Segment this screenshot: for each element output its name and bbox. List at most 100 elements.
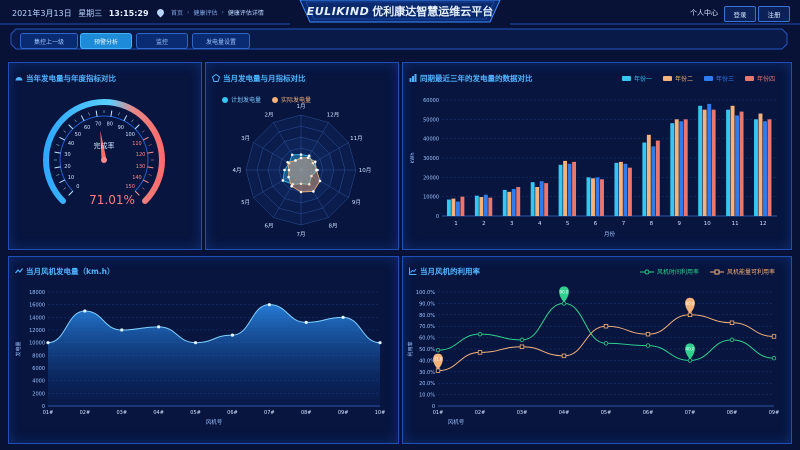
gauge-tick (134, 190, 140, 196)
radar-point (299, 153, 303, 156)
bar (674, 119, 679, 216)
bar-x-tick-label: 10 (704, 221, 711, 227)
user-center-link[interactable]: 个人中心 (690, 9, 718, 17)
gauge-tick (134, 124, 140, 130)
line-y-tick-label: 90.0% (419, 301, 435, 307)
bar (530, 182, 535, 216)
breadcrumb-separator: › (187, 9, 190, 16)
gauge-tick-label: 130 (136, 164, 146, 170)
area-point (341, 315, 345, 319)
gauge-tick-label: 90 (118, 125, 124, 131)
bar (535, 187, 540, 216)
bar-chart-icon (409, 74, 417, 82)
area-x-tick-label: 09# (338, 410, 349, 416)
register-button[interactable]: 注册 (758, 6, 790, 22)
location-pin-icon (155, 7, 166, 18)
bar-x-tick-label: 9 (678, 221, 682, 227)
legend-label: 年份三 (716, 76, 735, 83)
area-y-tick-label: 10000 (29, 341, 45, 347)
line-point (603, 341, 609, 346)
line-y-tick-label: 40.0% (419, 358, 435, 364)
bar (698, 105, 703, 216)
title-plate (299, 0, 501, 23)
bar (507, 191, 512, 216)
area-line (47, 304, 381, 344)
tab-power-setting[interactable]: 发电量设置 (192, 33, 250, 49)
bar (586, 177, 591, 216)
line-title-text: 当月风机的利用率 (420, 267, 480, 276)
gauge-tick (63, 187, 67, 190)
gauge-tick (148, 144, 152, 146)
bar (627, 167, 632, 216)
legend-label: 计划发电量 (231, 97, 262, 104)
bar-panel-title: 同期最近三年的发电量的数据对比 (409, 73, 533, 84)
gauge-needle-hub (101, 157, 107, 163)
line-point (477, 331, 483, 337)
line-y-tick-label: 80.0% (419, 313, 435, 319)
gauge-tick (142, 179, 149, 184)
bar (670, 123, 675, 216)
gauge-tick (56, 144, 60, 146)
radar-axis-line (300, 122, 329, 171)
gauge-tick (63, 130, 67, 133)
area-x-axis-label: 风机号 (206, 418, 223, 426)
brand-logo-text: EULIKIND (306, 5, 370, 18)
area-x-tick-label: 06# (227, 410, 238, 416)
radar-axis-line (300, 169, 329, 218)
bar (511, 188, 516, 216)
legend-swatch (704, 76, 714, 81)
breadcrumb-item-detail: 健康评估详情 (227, 10, 264, 17)
top-bar-frame (0, 23, 800, 25)
gauge-tick-label: 110 (132, 141, 142, 147)
bar-x-tick-label: 8 (650, 221, 654, 227)
bar-y-tick-label: 20000 (423, 175, 439, 181)
radar-point (311, 161, 315, 165)
line-marker-label: 90.0 (560, 289, 569, 294)
line-chart: 0 10.0% 20.0% 30.0% 40.0% 50.0% 60.0% 70.0% 80.0… (407, 286, 780, 426)
gauge-tick-label: 100 (125, 132, 135, 138)
legend-swatch (272, 96, 278, 103)
tab-parent-control[interactable]: 集控上一级 (20, 33, 78, 49)
line-y-tick-label: 10.0% (419, 393, 435, 399)
radar-axis-line (300, 142, 349, 171)
gauge-tick-label: 70 (95, 121, 101, 127)
radar-point (287, 168, 291, 172)
gauge-tick-label: 10 (68, 175, 74, 181)
radar-axis-line (273, 169, 302, 218)
radar-chart: 1月 12月 11月 10月 9月 8月 7月 6月 5月 4月 3月 2月 (233, 103, 372, 238)
bar (623, 163, 628, 216)
breadcrumb-item-home[interactable]: 首页 (171, 10, 184, 17)
gauge-panel-title: 当年发电量与年度指标对比 (15, 73, 116, 84)
line-x-tick-label: 09# (769, 410, 780, 416)
radar-legend-actual: 实际发电量 (272, 95, 311, 104)
bar-y-tick-label: 10000 (423, 195, 439, 201)
line-x-tick-label: 01# (433, 410, 444, 416)
line-y-tick-label: 100.0% (416, 290, 435, 296)
tab-monitor[interactable]: 监控 (136, 33, 188, 49)
area-chart: 0 2000 4000 6000 8000 10000 12000 14000 16000 180… (15, 290, 385, 426)
radar-point (291, 182, 295, 186)
area-x-tick-label: 03# (116, 410, 127, 416)
platform-title: 优利康达智慧运维云平台 (372, 5, 494, 18)
radar-axis-line (273, 122, 302, 171)
line-x-tick-label: 07# (685, 410, 696, 416)
dashboard-icon (15, 77, 23, 81)
radar-point (283, 168, 286, 172)
line-x-tick-label: 08# (727, 410, 738, 416)
login-button[interactable]: 登录 (724, 6, 756, 22)
bar (707, 103, 712, 216)
radar-axis-label: 10月 (359, 167, 372, 174)
area-y-tick-label: 4000 (32, 379, 45, 385)
gauge-tick (68, 190, 74, 196)
bar (488, 197, 493, 216)
date-text: 2021年3月13日 (12, 9, 72, 18)
breadcrumb-item-assessment[interactable]: 健康评估 (193, 10, 218, 17)
tab-warning-analysis[interactable]: 预警分析 (80, 33, 132, 49)
radar-axis-label: 8月 (329, 222, 338, 229)
area-x-tick-label: 02# (80, 410, 91, 416)
radar-axis-label: 1月 (297, 103, 306, 110)
line-marker-pin (433, 353, 443, 370)
gauge-tick (88, 112, 90, 116)
gauge-needle (100, 130, 107, 161)
time-text: 13:15:29 (108, 9, 149, 18)
